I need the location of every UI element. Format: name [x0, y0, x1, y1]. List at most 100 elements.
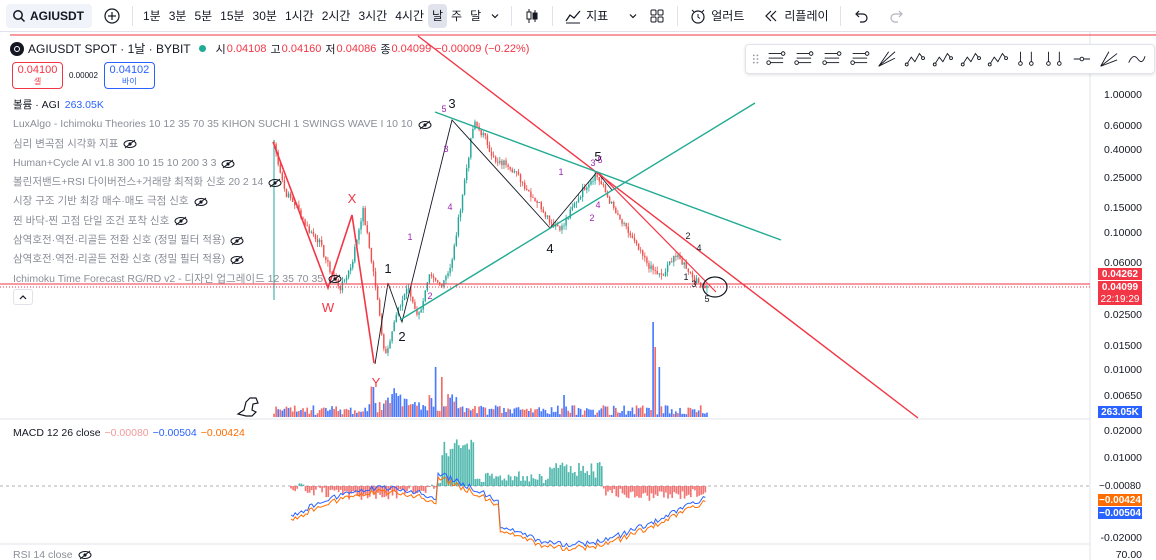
gann-fan-icon[interactable]	[1098, 48, 1120, 70]
fib-retracement-icon[interactable]	[765, 48, 787, 70]
fib-channel-icon[interactable]	[821, 48, 843, 70]
elliott-impulse-icon[interactable]	[904, 48, 926, 70]
indicator-legend-row[interactable]: 시장 구조 기반 최강 매수·매도 극점 신호	[13, 192, 432, 211]
eye-hidden-icon[interactable]	[230, 236, 244, 246]
alert-button[interactable]: 얼러트	[684, 4, 749, 28]
macd-histogram-bar	[470, 439, 473, 486]
volume-legend[interactable]: 볼륨 · AGI 263.05K	[13, 96, 432, 115]
candle-body	[602, 184, 605, 186]
indicator-label: 삼역호전·역전·리골든 전환 신호 (정밀 필터 적용)	[13, 253, 226, 266]
volume-bar	[364, 407, 367, 417]
indicator-label: 삼역호전·역전·리골든 전환 신호 (정밀 필터 적용)	[13, 234, 226, 247]
eye-hidden-icon[interactable]	[78, 550, 92, 560]
cyclic-lines-icon[interactable]	[1015, 48, 1037, 70]
rsi-label: RSI 14 close	[13, 549, 73, 560]
high-value: 0.04160	[281, 42, 322, 55]
interval-button[interactable]: 날	[428, 3, 448, 28]
macd-legend[interactable]: MACD 12 26 close −0.00080 −0.00504 −0.00…	[13, 427, 249, 439]
eye-hidden-icon[interactable]	[268, 178, 282, 188]
volume-bar	[683, 413, 686, 417]
redo-button[interactable]	[883, 4, 911, 28]
chart-title[interactable]: AGIUSDT SPOT · 1날 · BYBIT	[28, 42, 191, 56]
indicator-legend-row[interactable]: Ichimoku Time Forecast RG/RD v2 - 디자인 업그…	[13, 270, 432, 289]
indicator-legend-row[interactable]: LuxAlgo - Ichimoku Theories 10 12 35 70 …	[13, 115, 432, 134]
eye-hidden-icon[interactable]	[418, 120, 432, 130]
fib-timezone-icon[interactable]	[849, 48, 871, 70]
indicator-label: 시장 구조 기반 최강 매수·매도 극점 신호	[13, 195, 189, 208]
macd-histogram-bar	[702, 486, 705, 495]
chart-type-button[interactable]	[518, 4, 546, 28]
volume-bar	[424, 406, 427, 417]
candle-body	[401, 300, 404, 307]
macd-histogram-bar	[501, 480, 504, 486]
replay-button[interactable]: 리플레이	[757, 4, 833, 28]
candle-body	[441, 284, 443, 287]
sine-line-icon[interactable]	[1071, 48, 1093, 70]
time-cycles-icon[interactable]	[1043, 48, 1065, 70]
macd-histogram-bar	[399, 486, 402, 490]
volume-bar	[285, 406, 288, 417]
macd-histogram-bar	[544, 479, 547, 486]
interval-button[interactable]: 2시간	[321, 9, 351, 23]
eye-hidden-icon[interactable]	[230, 255, 244, 265]
eye-hidden-icon[interactable]	[328, 274, 342, 284]
fib-fan-icon[interactable]	[876, 48, 898, 70]
elliott-double-combo-icon[interactable]	[987, 48, 1009, 70]
indicators-button[interactable]: 지표	[559, 4, 613, 28]
volume-bar	[679, 407, 681, 417]
indicator-legend-row[interactable]: 삼역호전·역전·리골든 전환 신호 (정밀 필터 적용)	[13, 231, 432, 250]
eye-hidden-icon[interactable]	[174, 216, 188, 226]
layout-button[interactable]	[643, 4, 671, 28]
interval-button[interactable]: 4시간	[395, 9, 424, 23]
indicator-legend-row[interactable]: Human+Cycle AI v1.8 300 10 15 10 200 3 3	[13, 154, 432, 173]
rsi-legend[interactable]: RSI 14 close	[13, 549, 92, 560]
interval-button[interactable]: 3분	[168, 9, 187, 23]
wave-label: 1	[683, 272, 688, 282]
macd-histogram-bar	[352, 486, 355, 492]
macd-histogram-bar	[511, 480, 514, 486]
interval-button[interactable]: 30분	[252, 9, 277, 23]
candle-body	[561, 225, 563, 231]
volume-bar	[302, 408, 304, 417]
eye-hidden-icon[interactable]	[221, 159, 235, 169]
interval-button[interactable]: 1시간	[284, 9, 314, 23]
volume-bar	[627, 410, 630, 417]
indicator-legend-row[interactable]: 볼린저밴드+RSI 다이버전스+거래량 최적화 신호 20 2 14	[13, 173, 432, 192]
interval-button[interactable]: 3시간	[358, 9, 388, 23]
interval-button[interactable]: 주	[451, 9, 463, 23]
candle-body	[668, 261, 671, 265]
interval-button[interactable]: 1분	[143, 9, 161, 23]
add-symbol-button[interactable]	[98, 4, 126, 28]
indicator-legend-row[interactable]: 삼역호전·역전·리골든 전환 신호 (정밀 필터 적용)	[13, 250, 432, 269]
elliott-triangle-icon[interactable]	[960, 48, 982, 70]
elliott-correction-icon[interactable]	[932, 48, 954, 70]
interval-button[interactable]: 5분	[194, 9, 213, 23]
sell-button[interactable]: 0.04100 셀	[12, 62, 63, 89]
interval-dropdown-button[interactable]	[485, 4, 505, 28]
countdown-tag: 22:19:29	[1098, 293, 1142, 305]
drag-handle-icon[interactable]	[752, 52, 759, 66]
symbol-search-button[interactable]: AGIUSDT	[6, 3, 92, 28]
candle-body	[428, 274, 431, 283]
interval-button[interactable]: 달	[470, 9, 482, 23]
volume-bar	[581, 414, 584, 417]
buy-button[interactable]: 0.04102 바이	[103, 62, 155, 89]
volume-bar	[699, 405, 702, 417]
candle-body	[318, 239, 321, 243]
indicators-dropdown-button[interactable]	[623, 4, 643, 28]
indicators-label: 지표	[586, 9, 609, 23]
indicator-legend-row[interactable]: 심리 변곡점 시각화 지표	[13, 135, 432, 154]
fib-extension-icon[interactable]	[793, 48, 815, 70]
interval-button[interactable]: 15분	[220, 9, 245, 23]
eye-hidden-icon[interactable]	[194, 197, 208, 207]
collapse-legend-button[interactable]	[13, 289, 33, 305]
volume-bar	[534, 409, 536, 417]
volume-bar	[416, 405, 418, 417]
macd-histogram-bar	[497, 476, 500, 486]
undo-button[interactable]	[847, 4, 875, 28]
eye-hidden-icon[interactable]	[123, 139, 137, 149]
macd-histogram-bar	[532, 478, 535, 486]
indicator-legend-row[interactable]: 찐 바닥-찐 고점 단일 조건 포착 신호	[13, 212, 432, 231]
arrow-icon[interactable]	[1126, 48, 1148, 70]
